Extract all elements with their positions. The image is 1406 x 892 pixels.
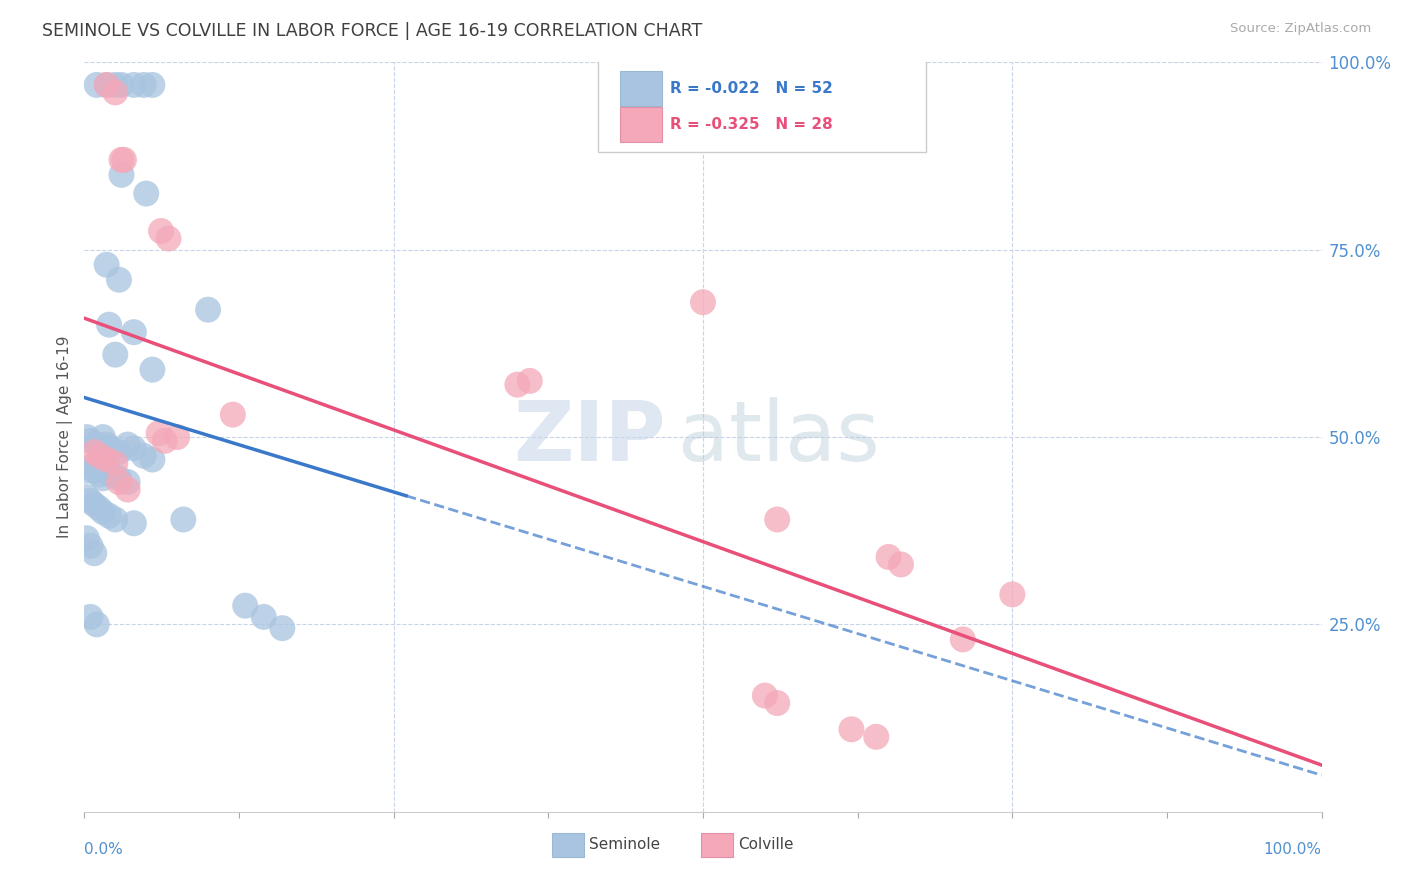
Text: R = -0.022   N = 52: R = -0.022 N = 52 [669, 81, 832, 96]
Point [91, 430, 114, 444]
Point [83, 546, 105, 560]
Point [132, 78, 155, 92]
Point [96, 452, 118, 467]
Point [83, 498, 105, 512]
Point [86, 617, 108, 632]
Point [89, 467, 111, 482]
Point [76, 531, 98, 545]
Point [132, 449, 155, 463]
Point [141, 362, 163, 376]
Point [157, 231, 180, 245]
FancyBboxPatch shape [700, 833, 733, 856]
Point [98, 318, 121, 332]
Point [865, 730, 887, 744]
Point [122, 516, 145, 531]
Point [153, 434, 176, 448]
Point [104, 456, 127, 470]
Point [108, 273, 131, 287]
Point [222, 408, 245, 422]
Point [110, 153, 132, 167]
Point [83, 445, 105, 459]
Point [86, 437, 108, 451]
Point [100, 442, 122, 456]
Point [166, 430, 188, 444]
Point [150, 224, 173, 238]
Point [96, 258, 118, 272]
Point [112, 153, 135, 167]
Point [1001, 587, 1024, 601]
Point [108, 445, 131, 459]
Point [83, 464, 105, 478]
Text: R = -0.325   N = 28: R = -0.325 N = 28 [669, 117, 832, 132]
Point [519, 374, 541, 388]
Point [122, 78, 145, 92]
Point [172, 512, 194, 526]
Text: 100.0%: 100.0% [1264, 842, 1322, 856]
Point [79, 434, 101, 448]
Point [506, 377, 529, 392]
FancyBboxPatch shape [553, 833, 585, 856]
Point [952, 632, 974, 647]
Text: SEMINOLE VS COLVILLE IN LABOR FORCE | AGE 16-19 CORRELATION CHART: SEMINOLE VS COLVILLE IN LABOR FORCE | AG… [42, 22, 703, 40]
Point [100, 467, 122, 482]
Point [754, 689, 776, 703]
Point [117, 483, 139, 497]
Text: Colville: Colville [738, 838, 793, 852]
Point [271, 621, 294, 635]
Point [79, 539, 101, 553]
Point [76, 490, 98, 504]
Point [104, 348, 127, 362]
Point [692, 295, 714, 310]
Text: Source: ZipAtlas.com: Source: ZipAtlas.com [1230, 22, 1371, 36]
Text: 0.0%: 0.0% [84, 842, 124, 856]
Point [79, 493, 101, 508]
Point [98, 508, 121, 523]
Point [110, 78, 132, 92]
Point [96, 78, 118, 92]
Point [79, 460, 101, 475]
Point [135, 186, 157, 201]
Point [79, 610, 101, 624]
Point [233, 599, 256, 613]
Point [110, 168, 132, 182]
Y-axis label: In Labor Force | Age 16-19: In Labor Force | Age 16-19 [58, 335, 73, 539]
FancyBboxPatch shape [620, 107, 662, 142]
Point [141, 452, 163, 467]
Point [122, 442, 145, 456]
Point [89, 449, 111, 463]
Point [197, 302, 219, 317]
Point [96, 78, 118, 92]
Point [104, 86, 127, 100]
Point [96, 437, 118, 451]
Text: atlas: atlas [678, 397, 880, 477]
Point [253, 610, 276, 624]
Text: ZIP: ZIP [513, 397, 666, 477]
Point [117, 475, 139, 489]
Point [841, 723, 863, 737]
Point [877, 549, 900, 564]
Point [91, 471, 114, 485]
Point [76, 464, 98, 478]
FancyBboxPatch shape [620, 71, 662, 106]
Point [890, 558, 912, 572]
Text: Seminole: Seminole [589, 838, 661, 852]
Point [122, 325, 145, 339]
Point [141, 78, 163, 92]
Point [104, 512, 127, 526]
Point [76, 430, 98, 444]
Point [108, 475, 131, 489]
Point [148, 426, 170, 441]
Point [117, 437, 139, 451]
Point [766, 512, 789, 526]
Point [104, 78, 127, 92]
Point [91, 505, 114, 519]
FancyBboxPatch shape [598, 59, 925, 153]
Point [766, 696, 789, 710]
Point [86, 78, 108, 92]
Point [89, 501, 111, 516]
Point [108, 471, 131, 485]
Point [96, 464, 118, 478]
